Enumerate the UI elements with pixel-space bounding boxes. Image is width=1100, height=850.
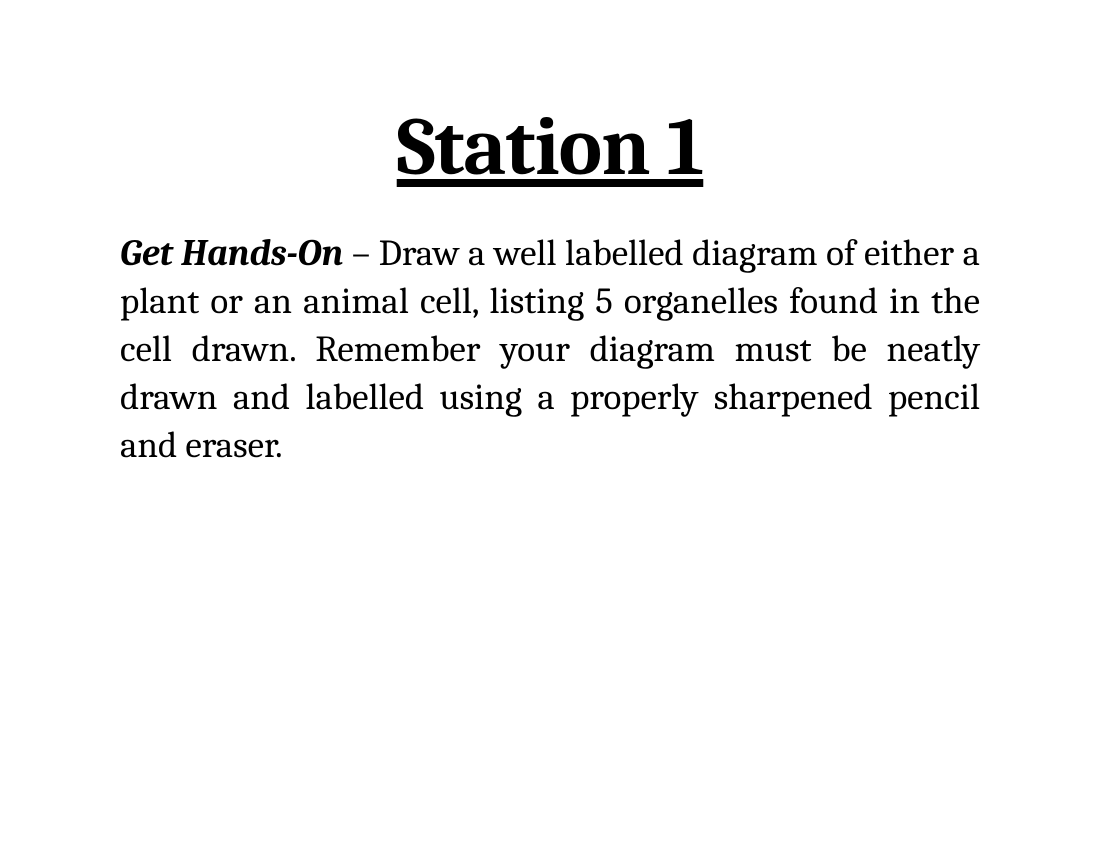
station-title: Station 1 [120,100,980,195]
lead-phrase: Get Hands-On [120,233,343,275]
instruction-paragraph: Get Hands-On – Draw a well labelled diag… [120,230,980,470]
